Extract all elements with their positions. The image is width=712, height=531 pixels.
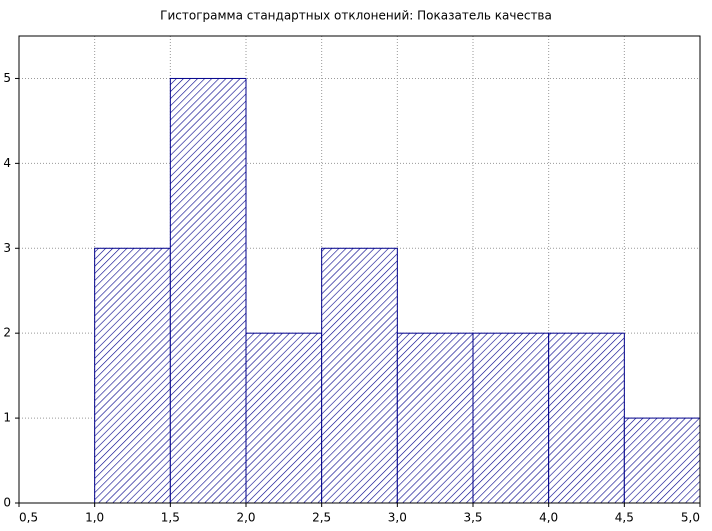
bar: [396, 332, 474, 504]
bar: [548, 332, 625, 504]
x-tick-label: 5,0: [681, 511, 700, 525]
y-tick-label: 5: [3, 71, 11, 85]
x-tick-label: 1,5: [161, 511, 180, 525]
bar: [321, 247, 398, 504]
bar: [245, 332, 323, 504]
x-tick-label: 2,5: [312, 511, 331, 525]
bar: [623, 417, 701, 504]
bar: [169, 77, 247, 504]
bar: [94, 247, 171, 504]
x-tick-label: 3,5: [463, 511, 482, 525]
y-tick-label: 2: [3, 326, 11, 340]
x-tick-label: 1,0: [85, 511, 104, 525]
x-tick-label: 2,0: [236, 511, 255, 525]
x-tick-label: 4,0: [539, 511, 558, 525]
y-tick-label: 1: [3, 411, 11, 425]
x-tick-label: 3,0: [388, 511, 407, 525]
y-tick-label: 0: [3, 496, 11, 510]
y-tick-label: 4: [3, 156, 11, 170]
y-tick-label: 3: [3, 241, 11, 255]
x-tick-label: 4,5: [615, 511, 634, 525]
plot-border: [18, 35, 701, 504]
chart-title: Гистограмма стандартных отклонений: Пока…: [160, 9, 552, 23]
x-tick-label: 0,5: [19, 511, 38, 525]
bar: [472, 332, 550, 504]
